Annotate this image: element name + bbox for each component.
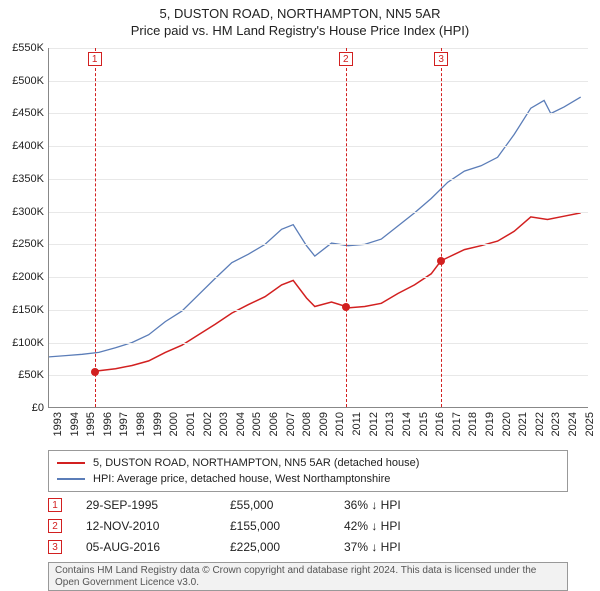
x-tick-label: 2010 [334, 412, 346, 436]
marker-box: 3 [434, 52, 448, 66]
y-tick-label: £0 [32, 402, 44, 414]
legend-swatch [57, 462, 85, 464]
sale-row: 2 12-NOV-2010 £155,000 42% ↓ HPI [48, 515, 454, 536]
marker-box: 1 [88, 52, 102, 66]
gridline [49, 375, 588, 376]
x-tick-label: 1995 [85, 412, 97, 436]
x-tick-label: 1999 [152, 412, 164, 436]
legend-item: 5, DUSTON ROAD, NORTHAMPTON, NN5 5AR (de… [57, 455, 559, 471]
x-tick-label: 2005 [251, 412, 263, 436]
chart-container: 5, DUSTON ROAD, NORTHAMPTON, NN5 5AR Pri… [0, 0, 600, 38]
x-tick-label: 2012 [368, 412, 380, 436]
x-tick-label: 2000 [168, 412, 180, 436]
gridline [49, 277, 588, 278]
gridline [49, 81, 588, 82]
x-tick-label: 2009 [318, 412, 330, 436]
gridline [49, 244, 588, 245]
legend-item: HPI: Average price, detached house, West… [57, 471, 559, 487]
legend: 5, DUSTON ROAD, NORTHAMPTON, NN5 5AR (de… [48, 450, 568, 492]
sale-pct: 36% ↓ HPI [344, 498, 454, 512]
gridline [49, 343, 588, 344]
chart-svg [49, 48, 589, 408]
x-tick-label: 2006 [268, 412, 280, 436]
x-tick-label: 2014 [401, 412, 413, 436]
gridline [49, 48, 588, 49]
y-tick-label: £150K [12, 304, 44, 316]
x-tick-label: 2015 [418, 412, 430, 436]
marker-box: 2 [339, 52, 353, 66]
x-tick-label: 1996 [102, 412, 114, 436]
sale-marker: 2 [48, 519, 62, 533]
sale-row: 1 29-SEP-1995 £55,000 36% ↓ HPI [48, 494, 454, 515]
y-tick-label: £500K [12, 75, 44, 87]
series-hpi [49, 97, 581, 357]
x-tick-label: 2021 [517, 412, 529, 436]
y-tick-label: £250K [12, 238, 44, 250]
x-tick-label: 2024 [567, 412, 579, 436]
x-tick-label: 2008 [301, 412, 313, 436]
x-tick-label: 2016 [434, 412, 446, 436]
sale-price: £225,000 [230, 540, 320, 554]
x-tick-label: 2003 [218, 412, 230, 436]
y-tick-label: £400K [12, 140, 44, 152]
marker-dot [437, 257, 445, 265]
y-tick-label: £50K [18, 369, 44, 381]
chart-title: 5, DUSTON ROAD, NORTHAMPTON, NN5 5AR [0, 6, 600, 21]
sale-marker: 3 [48, 540, 62, 554]
y-tick-label: £100K [12, 337, 44, 349]
x-tick-label: 2013 [384, 412, 396, 436]
sale-date: 29-SEP-1995 [86, 498, 206, 512]
gridline [49, 310, 588, 311]
x-tick-label: 2002 [202, 412, 214, 436]
sale-marker: 1 [48, 498, 62, 512]
marker-dot [91, 368, 99, 376]
marker-vline [346, 48, 347, 407]
x-tick-label: 1997 [118, 412, 130, 436]
x-tick-label: 2020 [501, 412, 513, 436]
gridline [49, 179, 588, 180]
y-tick-label: £450K [12, 107, 44, 119]
gridline [49, 113, 588, 114]
sale-pct: 42% ↓ HPI [344, 519, 454, 533]
y-tick-label: £200K [12, 271, 44, 283]
x-tick-label: 2004 [235, 412, 247, 436]
legend-label: HPI: Average price, detached house, West… [93, 473, 390, 485]
sales-table: 1 29-SEP-1995 £55,000 36% ↓ HPI 2 12-NOV-2010… [48, 494, 454, 557]
marker-vline [95, 48, 96, 407]
x-tick-label: 2019 [484, 412, 496, 436]
sale-date: 05-AUG-2016 [86, 540, 206, 554]
sale-pct: 37% ↓ HPI [344, 540, 454, 554]
marker-vline [441, 48, 442, 407]
x-tick-label: 2025 [584, 412, 596, 436]
series-price_paid [95, 213, 581, 372]
y-tick-label: £350K [12, 173, 44, 185]
x-tick-label: 2001 [185, 412, 197, 436]
sale-row: 3 05-AUG-2016 £225,000 37% ↓ HPI [48, 536, 454, 557]
x-tick-label: 1998 [135, 412, 147, 436]
x-tick-label: 2018 [467, 412, 479, 436]
sale-date: 12-NOV-2010 [86, 519, 206, 533]
x-tick-label: 2022 [534, 412, 546, 436]
titles: 5, DUSTON ROAD, NORTHAMPTON, NN5 5AR Pri… [0, 0, 600, 38]
marker-dot [342, 303, 350, 311]
attribution-footer: Contains HM Land Registry data © Crown c… [48, 562, 568, 591]
x-tick-label: 2023 [550, 412, 562, 436]
sale-price: £155,000 [230, 519, 320, 533]
x-tick-label: 1993 [52, 412, 64, 436]
plot-area: 1 2 3 [48, 48, 588, 408]
legend-label: 5, DUSTON ROAD, NORTHAMPTON, NN5 5AR (de… [93, 457, 419, 469]
y-tick-label: £550K [12, 42, 44, 54]
sale-price: £55,000 [230, 498, 320, 512]
legend-swatch [57, 478, 85, 480]
x-tick-label: 2011 [351, 412, 363, 436]
x-tick-label: 2017 [451, 412, 463, 436]
y-tick-label: £300K [12, 206, 44, 218]
gridline [49, 212, 588, 213]
gridline [49, 146, 588, 147]
x-tick-label: 2007 [285, 412, 297, 436]
chart-subtitle: Price paid vs. HM Land Registry's House … [0, 23, 600, 38]
x-tick-label: 1994 [69, 412, 81, 436]
